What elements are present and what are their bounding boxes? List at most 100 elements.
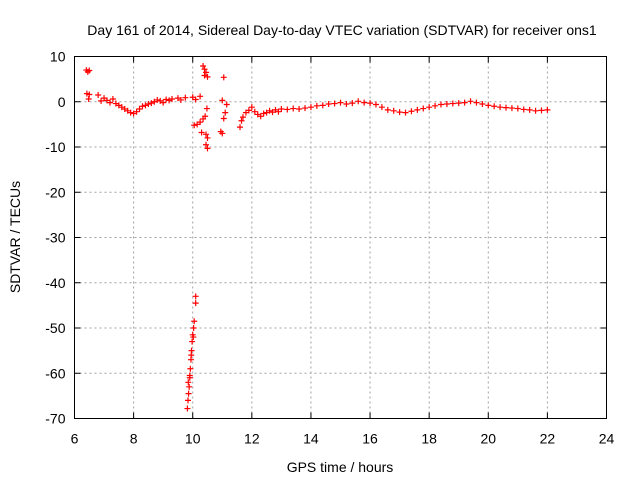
data-point xyxy=(220,74,227,81)
data-point xyxy=(278,105,285,112)
data-point xyxy=(160,99,167,106)
x-axis-label: GPS time / hours xyxy=(287,459,394,475)
data-point xyxy=(319,102,326,109)
data-point xyxy=(266,107,273,114)
x-tick-label: 22 xyxy=(540,431,556,447)
data-point xyxy=(194,121,201,128)
y-axis-label: SDTVAR / TECUs xyxy=(7,181,23,293)
data-point xyxy=(296,105,303,112)
data-point xyxy=(188,352,195,359)
data-point xyxy=(455,100,462,107)
data-point xyxy=(148,100,155,107)
data-point xyxy=(139,103,146,110)
data-point xyxy=(508,105,515,112)
x-tick-label: 6 xyxy=(71,431,79,447)
data-point xyxy=(201,66,208,73)
y-tick-label: -30 xyxy=(45,230,65,246)
data-point xyxy=(219,130,226,137)
data-point xyxy=(185,390,192,397)
data-point xyxy=(136,105,143,112)
data-point xyxy=(223,101,230,108)
y-tick-label: 0 xyxy=(58,94,66,110)
y-tick-label: -50 xyxy=(45,320,65,336)
data-point xyxy=(197,93,204,100)
data-point xyxy=(127,109,134,116)
data-point xyxy=(200,63,207,70)
data-point xyxy=(86,91,93,98)
data-point xyxy=(485,102,492,109)
data-point xyxy=(355,98,362,105)
data-point xyxy=(154,96,161,103)
data-point xyxy=(384,106,391,113)
data-point xyxy=(95,91,102,98)
x-tick-label: 10 xyxy=(185,431,201,447)
tick-layer: 6 8 10 12 14 16 18 20 22 24 10 0 -10 -20 -30 -40 -50 -60 -… xyxy=(45,49,614,447)
data-point xyxy=(307,104,314,111)
data-point xyxy=(190,325,197,331)
data-point xyxy=(185,379,192,386)
data-point xyxy=(367,100,374,107)
data-point xyxy=(260,110,267,117)
data-point xyxy=(257,113,264,120)
x-tick-label: 20 xyxy=(480,431,496,447)
data-point xyxy=(402,109,409,116)
data-point xyxy=(497,104,504,111)
data-point xyxy=(203,131,210,138)
data-point xyxy=(169,96,176,103)
data-point xyxy=(163,96,170,103)
data-point xyxy=(98,97,105,104)
data-point xyxy=(200,115,207,122)
data-point xyxy=(203,141,210,148)
data-point xyxy=(191,318,198,325)
data-point xyxy=(313,102,320,109)
data-point xyxy=(275,108,282,115)
data-point xyxy=(514,105,521,112)
data-point xyxy=(302,105,309,112)
x-tick-label: 18 xyxy=(421,431,437,447)
data-point xyxy=(222,109,229,116)
data-point xyxy=(186,383,193,390)
data-point xyxy=(245,107,252,114)
data-point xyxy=(203,105,210,112)
chart-title: Day 161 of 2014, Sidereal Day-to-day VTE… xyxy=(87,22,597,38)
data-point xyxy=(378,104,385,111)
data-point xyxy=(142,102,149,109)
data-point xyxy=(290,105,297,112)
x-tick-label: 8 xyxy=(130,431,138,447)
data-point xyxy=(182,94,189,101)
data-point xyxy=(238,117,245,124)
data-point xyxy=(461,99,468,106)
data-point xyxy=(544,106,551,113)
data-point xyxy=(343,101,350,108)
data-point xyxy=(184,405,191,412)
data-point xyxy=(219,97,226,104)
y-tick-label: 10 xyxy=(50,49,66,65)
data-point xyxy=(177,96,184,103)
data-point xyxy=(396,109,403,116)
y-tick-label: -70 xyxy=(45,411,65,427)
data-point xyxy=(203,69,210,76)
data-point xyxy=(473,99,480,106)
data-point xyxy=(538,107,545,114)
plot-frame xyxy=(74,56,607,419)
data-point xyxy=(192,293,199,300)
data-point xyxy=(390,107,397,114)
y-tick-label: -20 xyxy=(45,184,65,200)
data-point xyxy=(372,101,379,108)
data-point xyxy=(449,100,456,107)
y-tick-label: -40 xyxy=(45,275,65,291)
data-point xyxy=(248,104,255,111)
y-tick-label: -60 xyxy=(45,365,65,381)
data-point xyxy=(204,145,211,152)
data-point xyxy=(189,338,196,345)
data-point xyxy=(479,101,486,108)
data-point xyxy=(503,104,510,111)
data-point xyxy=(325,101,332,108)
data-point xyxy=(491,103,498,110)
data-point xyxy=(408,108,415,115)
data-points xyxy=(83,63,551,412)
data-point xyxy=(109,96,116,103)
data-point xyxy=(186,372,193,379)
data-point xyxy=(204,134,211,141)
data-point xyxy=(437,101,444,108)
